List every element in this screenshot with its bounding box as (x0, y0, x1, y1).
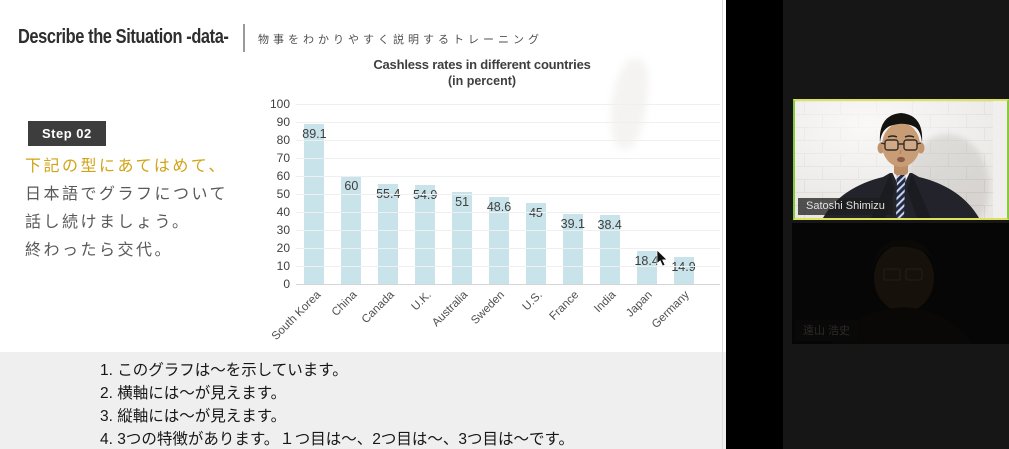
x-axis-baseline (296, 284, 720, 285)
slide-right-edge-line (722, 0, 723, 449)
mouth (897, 156, 905, 163)
dim-hair-headphones (872, 239, 936, 273)
bar-south-korea: 89.1 (302, 123, 327, 284)
y-axis-tick-label: 30 (276, 223, 290, 237)
door-edge (993, 101, 1007, 218)
gridline (296, 248, 720, 249)
eyebrows (887, 135, 915, 138)
template-line: 3. 縦軸には～が見えます。 (100, 408, 287, 425)
chart-title-block: Cashless rates in different countries (i… (270, 56, 694, 90)
face (882, 123, 920, 167)
bar-canada: 55.4 (376, 184, 400, 284)
template-line: 4. 3つの特徴があります。１つ目は～、2つ目は～、3つ目は～です。 (100, 431, 574, 448)
bar-value-label: 38.4 (597, 217, 622, 232)
y-axis-tick-label: 0 (283, 277, 290, 291)
x-axis-category-label: South Korea (269, 289, 323, 343)
bar-slot: 18.4 (628, 250, 665, 284)
bar-slot: 38.4 (591, 214, 628, 284)
dim-face (874, 244, 934, 312)
bar-chart-plot: 89.1 60 55.4 54.9 51 48.6 45 39.1 38.4 18.4 14.9 S… (269, 97, 720, 343)
bar-slot: 48.6 (481, 196, 518, 284)
gridline (296, 140, 720, 141)
instruction-line: 下記の型にあてはめて、 (25, 158, 228, 175)
video-tile-active-speaker[interactable]: Satoshi Shimizu (793, 99, 1009, 220)
y-axis-tick-label: 40 (276, 205, 290, 219)
template-line: 1. このグラフは～を示しています。 (100, 362, 348, 379)
y-axis-tick-label: 100 (269, 97, 290, 111)
mouse-cursor (656, 250, 668, 267)
y-axis-tick-label: 20 (276, 241, 290, 255)
chart-title: Cashless rates in different countries (373, 57, 591, 72)
bar-u-s-: 45 (525, 203, 546, 284)
slide-title: Describe the Situation -data- (18, 26, 229, 48)
bar-japan: 18.4 (634, 250, 659, 284)
x-axis-category-label: Japan (624, 289, 656, 320)
bar-slot: 89.1 (296, 123, 333, 284)
gridline (296, 122, 720, 123)
x-axis-category-label: U.K. (409, 289, 434, 314)
participant-name-badge-dim: 遠山 浩史 (795, 320, 859, 341)
template-line: 2. 横軸には～が見えます。 (100, 385, 287, 402)
gridline (296, 176, 720, 177)
bar-slot: 51 (444, 192, 481, 284)
instruction-line: 話し続けましょう。 (25, 214, 191, 231)
bar-value-label: 54.9 (413, 188, 438, 203)
dim-shoulders (832, 307, 972, 344)
x-axis-category-label: China (330, 289, 360, 319)
x-axis-labels: South Korea China Canada U.K. Australia Swede… (269, 286, 702, 346)
bar-india: 38.4 (597, 214, 622, 284)
gridline (296, 212, 720, 213)
y-axis-tick-label: 70 (276, 151, 290, 165)
slide-subtitle: 物事をわかりやすく説明するトレーニング (258, 34, 543, 46)
gridline (296, 104, 720, 105)
bar-germany: 14.9 (671, 257, 696, 284)
bar-slot: 54.9 (407, 185, 444, 284)
bars-container: 89.1 60 55.4 54.9 51 48.6 45 39.1 38.4 18.4 14.9 (296, 104, 702, 284)
gridline (296, 158, 720, 159)
x-axis-category-label: U.S. (520, 289, 545, 314)
bar-slot: 45 (517, 203, 554, 284)
gridline (296, 194, 720, 195)
bar-australia: 51 (452, 192, 473, 284)
gridline (296, 266, 720, 267)
bar-value-label: 45 (528, 206, 543, 220)
sentence-template-strip: 1. このグラフは～を示しています。 2. 横軸には～が見えます。 3. 縦軸には～… (0, 352, 726, 449)
bar-value-label: 48.6 (486, 199, 512, 214)
y-axis-tick-label: 90 (276, 115, 290, 129)
instructions: 下記の型にあてはめて、 日本語でグラフについて 話し続けましょう。 終わったら交代。 (25, 153, 228, 265)
chart-subtitle: (in percent) (447, 74, 517, 88)
webcam-video (795, 101, 1007, 218)
bar-value-label: 89.1 (302, 126, 327, 141)
screen-share-slide: Describe the Situation -data- 物事をわかりやすく説… (0, 0, 726, 449)
person-figure (823, 113, 979, 218)
striped-tie (896, 181, 905, 218)
bar-value-label: 39.1 (560, 216, 585, 231)
y-axis-tick-label: 50 (276, 187, 290, 201)
bar-sweden: 48.6 (486, 196, 512, 284)
step-badge: Step 02 (28, 121, 106, 146)
bar-value-label: 14.9 (671, 260, 696, 275)
y-axis-tick-label: 60 (276, 169, 290, 183)
bar-value-label: 60 (344, 179, 359, 193)
y-axis-tick-label: 10 (276, 259, 290, 273)
bar-value-label: 51 (455, 195, 470, 210)
video-tile-dark[interactable]: 遠山 浩史 (792, 223, 1009, 344)
bar-slot: 14.9 (665, 257, 702, 284)
x-axis-category-label: India (592, 289, 619, 316)
bar-value-label: 18.4 (634, 253, 659, 268)
gridline (296, 230, 720, 231)
instruction-line: 終わったら交代。 (25, 242, 174, 259)
glasses-icon (880, 139, 922, 151)
hair (879, 113, 923, 143)
bar-slot: 55.4 (370, 184, 407, 284)
instruction-line: 日本語でグラフについて (25, 186, 229, 203)
participant-name-badge: Satoshi Shimizu (798, 198, 893, 215)
title-divider (243, 24, 245, 52)
bar-u-k-: 54.9 (413, 185, 438, 284)
y-axis-tick-label: 80 (276, 133, 290, 147)
screen-share-black-gap (726, 0, 783, 449)
